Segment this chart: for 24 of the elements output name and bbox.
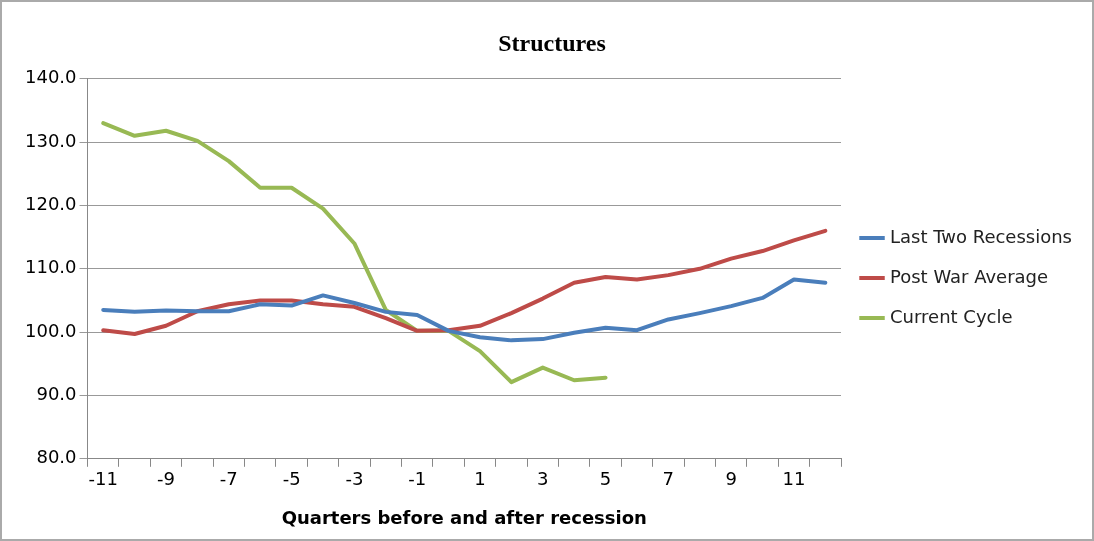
x-tick-label: 5 — [599, 468, 612, 490]
x-tick-label: -7 — [219, 468, 238, 490]
x-axis-title: Quarters before and after recession — [281, 506, 647, 528]
x-tick-label: 7 — [662, 468, 675, 490]
y-tick-label: 100.0 — [25, 319, 77, 341]
y-tick-label: 90.0 — [36, 383, 77, 405]
x-tick-label: -1 — [408, 468, 427, 490]
x-tick-label: -3 — [345, 468, 364, 490]
x-tick-label: 9 — [725, 468, 737, 490]
x-tick-label: 11 — [782, 468, 806, 490]
x-tick-label: -9 — [157, 468, 175, 490]
x-tick-label: -5 — [282, 468, 301, 490]
x-tick-label: 3 — [537, 468, 549, 490]
y-tick-label: 110.0 — [25, 256, 77, 278]
x-tick-label: 1 — [474, 468, 486, 490]
legend-label: Current Cycle — [890, 305, 1013, 327]
y-tick-label: 140.0 — [25, 66, 77, 88]
y-tick-label: 80.0 — [36, 446, 77, 468]
y-tick-label: 130.0 — [25, 129, 77, 151]
legend-label: Post War Average — [890, 265, 1049, 287]
chart-title: Structures — [498, 29, 606, 56]
x-tick-label: -11 — [88, 468, 118, 490]
legend-label: Last Two Recessions — [890, 225, 1073, 247]
y-tick-label: 120.0 — [25, 193, 77, 215]
